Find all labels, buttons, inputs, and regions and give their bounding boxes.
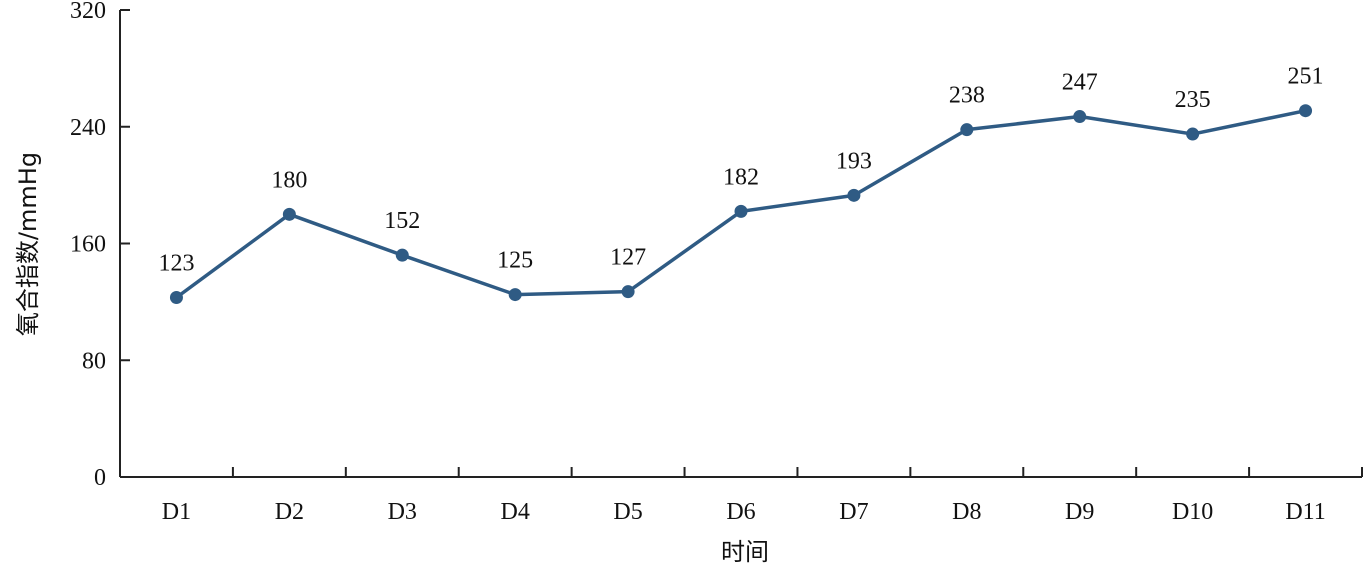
- y-axis-title: 氧合指数/mmHg: [14, 152, 42, 336]
- x-axis-ticks: D1 D2 D3 D4 D5 D6 D7 D8 D9 D10 D11: [162, 467, 1363, 525]
- data-label: 235: [1175, 87, 1211, 113]
- x-tick-label: D10: [1172, 499, 1213, 525]
- data-label: 251: [1288, 64, 1324, 90]
- data-label: 182: [723, 164, 759, 190]
- y-tick-label: 0: [94, 465, 106, 491]
- data-label: 123: [158, 250, 194, 276]
- x-tick-label: D7: [839, 499, 868, 525]
- data-point: [1299, 104, 1313, 118]
- data-point: [508, 288, 522, 302]
- data-label: 238: [949, 83, 985, 109]
- data-point: [1186, 127, 1200, 141]
- data-point: [734, 204, 748, 218]
- data-label: 125: [497, 248, 533, 274]
- x-tick-label: D4: [501, 499, 530, 525]
- y-tick-label: 160: [70, 232, 106, 258]
- axes: [119, 10, 1362, 478]
- x-tick-label: D5: [613, 499, 642, 525]
- data-point: [847, 188, 861, 202]
- data-label: 180: [271, 167, 307, 193]
- y-tick-label: 240: [70, 115, 106, 141]
- x-tick-label: D9: [1065, 499, 1094, 525]
- data-label: 247: [1062, 70, 1098, 96]
- data-point: [621, 285, 635, 299]
- x-tick-label: D2: [275, 499, 304, 525]
- data-point: [395, 248, 409, 262]
- x-tick-label: D11: [1285, 499, 1325, 525]
- y-tick-label: 80: [82, 348, 106, 374]
- data-label: 193: [836, 148, 872, 174]
- data-label: 127: [610, 245, 646, 271]
- x-tick-label: D1: [162, 499, 191, 525]
- x-tick-label: D8: [952, 499, 981, 525]
- y-axis-ticks: 0 80 160 240 320: [70, 0, 130, 491]
- data-point: [960, 123, 974, 137]
- series-line: [175, 108, 1306, 299]
- data-point: [1073, 110, 1087, 124]
- data-point: [282, 207, 296, 221]
- x-tick-label: D6: [726, 499, 755, 525]
- y-tick-label: 320: [70, 0, 106, 24]
- data-point: [169, 290, 183, 304]
- x-tick-label: D3: [388, 499, 417, 525]
- series-group: 123 180 152 125 127 182 193 238 247 235 251: [158, 64, 1324, 304]
- x-axis-title: 时间: [721, 538, 769, 566]
- data-label: 152: [384, 208, 420, 234]
